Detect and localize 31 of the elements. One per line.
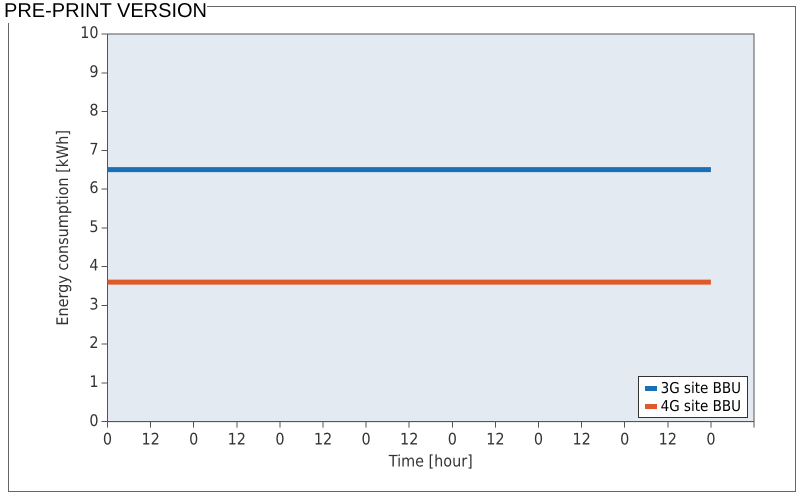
y-tick-label: 5: [89, 216, 99, 236]
legend-label: 3G site BBU: [660, 378, 741, 397]
y-tick-label: 10: [80, 23, 99, 42]
x-tick-label: 12: [486, 429, 505, 448]
x-tick-label: 0: [706, 429, 716, 448]
x-tick-label: 0: [189, 429, 198, 448]
y-tick-label: 0: [89, 410, 99, 430]
y-tick-label: 6: [89, 178, 99, 198]
x-axis-title: Time [hour]: [388, 452, 473, 471]
y-tick-label: 2: [89, 333, 99, 352]
x-tick-label: 0: [534, 429, 544, 448]
x-tick-label: 0: [102, 429, 112, 448]
x-tick-label: 12: [400, 429, 418, 448]
y-tick-label: 1: [89, 372, 99, 391]
x-tick-label: 12: [141, 429, 160, 448]
y-tick-label: 3: [89, 294, 99, 314]
x-tick-label: 0: [275, 429, 284, 448]
y-axis-title: Energy consumption [kWh]: [52, 130, 72, 326]
x-tick-label: 0: [620, 429, 630, 448]
x-tick-label: 12: [228, 429, 246, 448]
x-tick-label: 0: [448, 429, 457, 448]
y-tick-label: 4: [89, 256, 99, 275]
y-tick-label: 8: [89, 100, 99, 120]
y-tick-label: 9: [89, 62, 99, 81]
text: PRE-PRINT VERSION: [4, 0, 207, 23]
legend-label: 4G site BBU: [660, 396, 741, 415]
x-tick-label: 0: [362, 429, 371, 448]
x-tick-label: 12: [314, 429, 332, 448]
x-tick-label: 12: [658, 429, 677, 448]
y-tick-label: 7: [89, 139, 99, 158]
x-tick-label: 12: [572, 429, 591, 448]
